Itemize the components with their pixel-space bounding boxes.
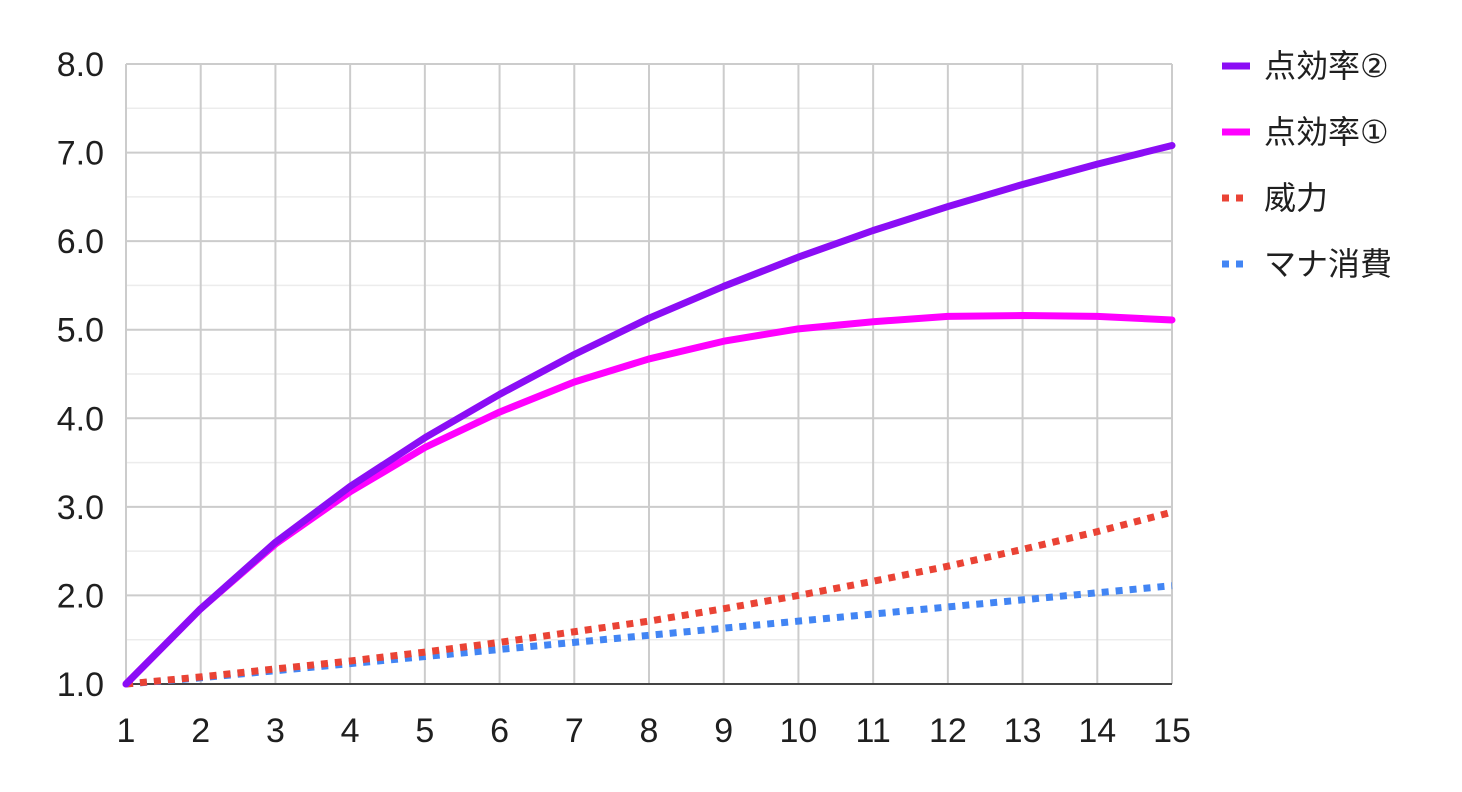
series-line bbox=[122, 141, 1176, 688]
major-gridlines bbox=[125, 63, 1173, 685]
y-tick-label: 6.0 bbox=[57, 223, 104, 261]
legend-item: 点効率① bbox=[1222, 113, 1389, 151]
y-tick-label: 4.0 bbox=[57, 400, 104, 438]
y-tick-label: 2.0 bbox=[57, 577, 104, 615]
x-tick-label: 6 bbox=[490, 712, 509, 750]
legend-label: 威力 bbox=[1264, 179, 1328, 217]
x-tick-label: 12 bbox=[929, 712, 967, 750]
y-tick-label: 7.0 bbox=[57, 135, 104, 173]
x-tick-label: 10 bbox=[780, 712, 818, 750]
y-tick-label: 8.0 bbox=[57, 46, 104, 84]
x-tick-label: 2 bbox=[191, 712, 210, 750]
legend-label: 点効率② bbox=[1264, 47, 1389, 85]
x-tick-label: 14 bbox=[1078, 712, 1116, 750]
x-tick-label: 4 bbox=[341, 712, 360, 750]
y-axis: 1.0 2.0 3.0 4.0 5.0 6.0 7.0 8.0 bbox=[57, 46, 104, 704]
y-tick-label: 1.0 bbox=[57, 666, 104, 704]
x-tick-label: 11 bbox=[855, 712, 890, 750]
x-tick-label: 9 bbox=[714, 712, 733, 750]
x-axis: 1 2 3 4 5 6 7 8 9 10 11 12 13 14 15 bbox=[117, 712, 1191, 750]
legend-item: 点効率② bbox=[1222, 47, 1389, 85]
y-tick-label: 3.0 bbox=[57, 489, 104, 527]
legend-item: 威力 bbox=[1222, 179, 1328, 217]
x-tick-label: 15 bbox=[1153, 712, 1191, 750]
y-tick-label: 5.0 bbox=[57, 312, 104, 350]
legend-item: マナ消費 bbox=[1222, 245, 1392, 283]
legend-label: 点効率① bbox=[1264, 113, 1389, 151]
x-tick-label: 8 bbox=[640, 712, 659, 750]
x-tick-label: 1 bbox=[117, 712, 136, 750]
x-tick-label: 5 bbox=[415, 712, 434, 750]
x-tick-label: 7 bbox=[565, 712, 584, 750]
x-tick-label: 3 bbox=[266, 712, 285, 750]
legend-label: マナ消費 bbox=[1264, 245, 1392, 283]
plot-area bbox=[122, 141, 1176, 688]
x-tick-label: 13 bbox=[1004, 712, 1042, 750]
